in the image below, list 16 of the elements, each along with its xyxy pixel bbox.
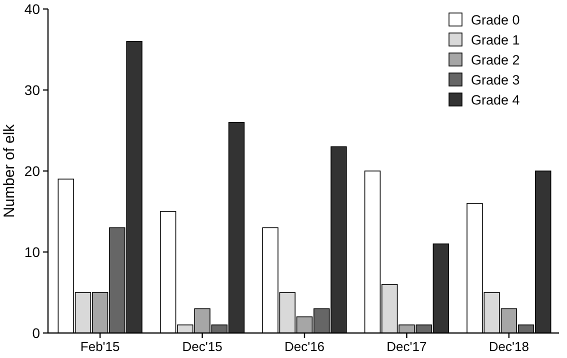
- legend-label: Grade 1: [471, 32, 520, 48]
- y-tick-label: 10: [24, 244, 40, 260]
- y-tick-label: 30: [24, 82, 40, 98]
- y-tick-label: 40: [24, 0, 40, 17]
- y-axis-title: Number of elk: [1, 124, 18, 218]
- legend-label: Grade 4: [471, 92, 520, 108]
- y-tick-label: 20: [24, 162, 40, 179]
- y-tick-label: 0: [32, 324, 40, 341]
- legend-label: Grade 3: [471, 72, 520, 88]
- x-tick-label: Dec'17: [386, 339, 427, 354]
- x-tick-label: Feb'15: [80, 339, 120, 354]
- x-tick-label: Dec'15: [182, 339, 222, 354]
- x-tick-label: Dec'18: [488, 339, 529, 354]
- legend-label: Grade 0: [471, 12, 520, 28]
- x-tick-label: Dec'16: [284, 339, 325, 354]
- legend-label: Grade 2: [471, 52, 520, 68]
